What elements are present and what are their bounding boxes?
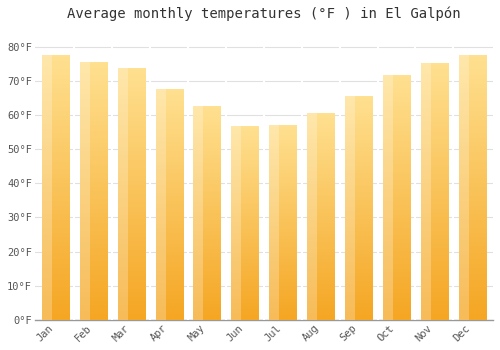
Title: Average monthly temperatures (°F ) in El Galpón: Average monthly temperatures (°F ) in El… (67, 7, 460, 21)
